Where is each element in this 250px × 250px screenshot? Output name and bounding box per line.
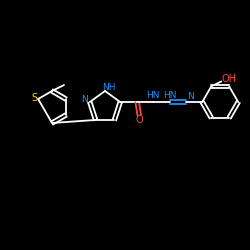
Text: HN: HN [164,90,177,100]
Text: O: O [136,115,143,125]
Text: HN: HN [146,90,160,100]
Text: N: N [187,92,194,100]
Text: NH: NH [102,82,116,92]
Text: S: S [31,93,37,103]
Text: OH: OH [222,74,237,85]
Text: N: N [82,94,88,104]
